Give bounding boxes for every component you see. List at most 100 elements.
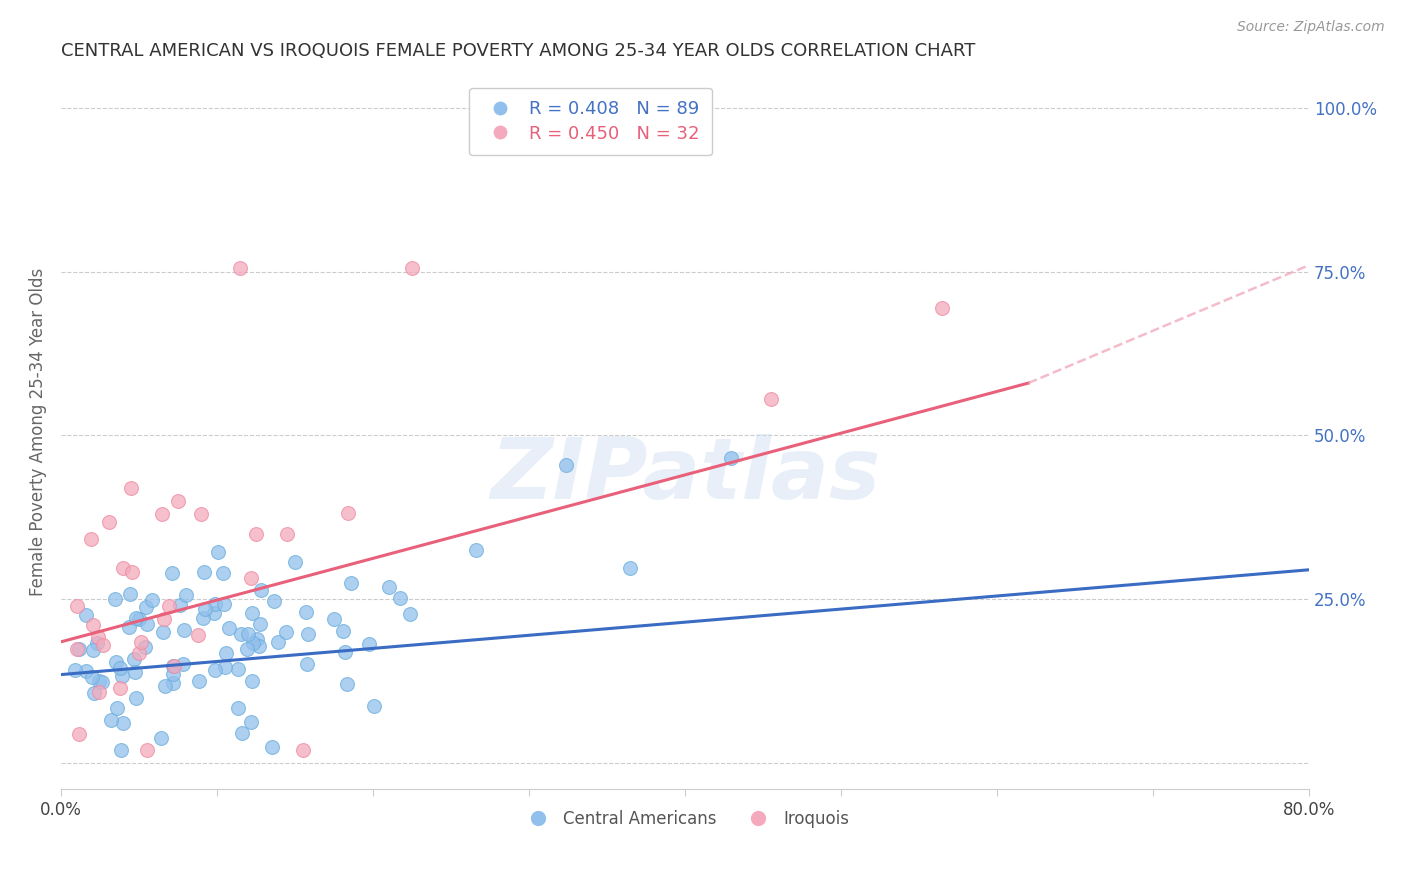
Point bbox=[86, 630, 108, 644]
Point bbox=[104, 592, 127, 607]
Point bbox=[80, 532, 103, 546]
Point bbox=[260, 739, 283, 754]
Point bbox=[229, 261, 252, 276]
Point bbox=[297, 627, 319, 641]
Point bbox=[135, 743, 157, 757]
Point bbox=[226, 701, 249, 715]
Point bbox=[276, 625, 298, 640]
Point bbox=[555, 458, 578, 472]
Point bbox=[207, 545, 229, 559]
Text: Source: ZipAtlas.com: Source: ZipAtlas.com bbox=[1237, 20, 1385, 34]
Point bbox=[193, 565, 215, 579]
Y-axis label: Female Poverty Among 25-34 Year Olds: Female Poverty Among 25-34 Year Olds bbox=[30, 268, 46, 597]
Point bbox=[157, 599, 180, 613]
Point bbox=[66, 599, 89, 614]
Point bbox=[214, 659, 236, 673]
Point bbox=[759, 392, 782, 407]
Point bbox=[187, 627, 209, 641]
Point bbox=[82, 643, 104, 657]
Point bbox=[236, 626, 259, 640]
Point bbox=[174, 588, 197, 602]
Point bbox=[112, 561, 135, 575]
Point bbox=[105, 701, 128, 715]
Point bbox=[204, 597, 226, 611]
Point bbox=[82, 618, 104, 632]
Point bbox=[87, 685, 110, 699]
Point bbox=[212, 598, 235, 612]
Point bbox=[204, 663, 226, 677]
Point bbox=[619, 561, 641, 575]
Point bbox=[332, 624, 354, 638]
Point bbox=[121, 566, 143, 580]
Point bbox=[162, 666, 184, 681]
Point bbox=[162, 676, 184, 690]
Point bbox=[173, 623, 195, 637]
Point bbox=[75, 607, 97, 622]
Point bbox=[235, 642, 257, 657]
Point bbox=[242, 635, 264, 649]
Point bbox=[112, 715, 135, 730]
Point bbox=[66, 641, 89, 656]
Point bbox=[322, 612, 344, 626]
Point bbox=[153, 612, 176, 626]
Point bbox=[100, 713, 122, 727]
Point bbox=[363, 699, 385, 714]
Point bbox=[193, 611, 215, 625]
Point bbox=[340, 576, 363, 591]
Point bbox=[215, 646, 238, 660]
Point bbox=[169, 598, 191, 612]
Point bbox=[118, 620, 141, 634]
Point bbox=[104, 655, 127, 669]
Point bbox=[98, 516, 121, 530]
Point bbox=[86, 636, 108, 650]
Point bbox=[67, 642, 90, 657]
Point bbox=[131, 635, 153, 649]
Point bbox=[110, 743, 132, 757]
Point bbox=[190, 507, 212, 521]
Point bbox=[134, 640, 156, 654]
Point bbox=[122, 652, 145, 666]
Point bbox=[388, 591, 411, 606]
Point bbox=[120, 587, 142, 601]
Point bbox=[108, 681, 131, 695]
Point bbox=[160, 566, 183, 581]
Point bbox=[218, 621, 240, 635]
Point bbox=[89, 674, 111, 689]
Point bbox=[295, 605, 318, 619]
Point bbox=[212, 566, 235, 581]
Point bbox=[155, 679, 177, 693]
Point bbox=[276, 526, 298, 541]
Point bbox=[240, 673, 263, 688]
Point bbox=[136, 616, 159, 631]
Point bbox=[399, 607, 422, 621]
Text: ZIPatlas: ZIPatlas bbox=[489, 434, 880, 516]
Point bbox=[240, 607, 263, 621]
Point bbox=[152, 624, 174, 639]
Point bbox=[108, 661, 131, 675]
Point bbox=[931, 301, 953, 315]
Point bbox=[149, 731, 172, 745]
Point bbox=[378, 581, 401, 595]
Legend: Central Americans, Iroquois: Central Americans, Iroquois bbox=[515, 803, 856, 834]
Point bbox=[67, 727, 90, 741]
Point bbox=[337, 506, 360, 520]
Point bbox=[80, 670, 103, 684]
Point bbox=[162, 659, 184, 673]
Point bbox=[231, 626, 253, 640]
Point bbox=[401, 261, 423, 276]
Point bbox=[464, 543, 486, 558]
Point bbox=[291, 743, 314, 757]
Point bbox=[357, 636, 380, 650]
Point bbox=[245, 526, 267, 541]
Point bbox=[90, 675, 112, 690]
Point bbox=[295, 657, 318, 672]
Point bbox=[240, 571, 263, 585]
Point bbox=[125, 610, 148, 624]
Point bbox=[128, 612, 150, 626]
Point bbox=[247, 639, 270, 653]
Point bbox=[63, 663, 86, 677]
Point bbox=[128, 647, 150, 661]
Point bbox=[202, 607, 225, 621]
Point bbox=[167, 494, 190, 508]
Point bbox=[226, 662, 249, 676]
